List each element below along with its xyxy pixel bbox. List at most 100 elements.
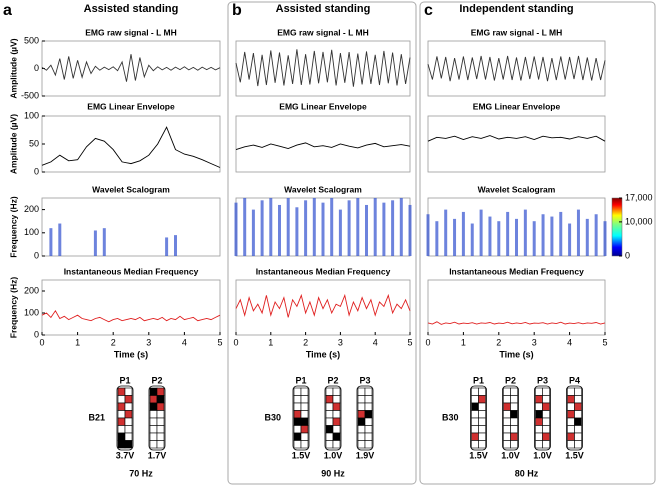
electrode — [357, 410, 366, 419]
y-axis-label: Frequency (Hz) — [8, 196, 18, 258]
electrode — [124, 410, 133, 419]
y-tick-label: 100 — [24, 227, 39, 237]
panel-letter: b — [232, 2, 242, 19]
electrode — [293, 410, 302, 419]
program-name: P3 — [537, 375, 548, 385]
electrode — [357, 425, 366, 434]
paddle-outline — [116, 385, 134, 451]
electrode — [124, 432, 133, 441]
electrode — [124, 402, 133, 411]
electrode — [510, 417, 518, 426]
y-tick-label: 100 — [24, 110, 39, 120]
series-line — [427, 135, 606, 142]
paddle-label: B30 — [264, 412, 281, 422]
panel-frame — [419, 1, 656, 485]
electrode — [357, 387, 366, 396]
electrode — [567, 432, 575, 441]
electrode — [542, 432, 550, 441]
electrode — [364, 387, 373, 396]
electrode — [503, 387, 511, 396]
electrode — [567, 402, 575, 411]
electrode — [510, 395, 518, 404]
electrode — [149, 402, 158, 411]
electrode — [567, 417, 575, 426]
electrode — [510, 402, 518, 411]
electrode — [293, 402, 302, 411]
program-name: P2 — [151, 375, 162, 385]
program-name: P2 — [505, 375, 516, 385]
electrode — [117, 425, 126, 434]
electrode — [149, 410, 158, 419]
electrode — [535, 432, 543, 441]
panel-frame — [227, 1, 417, 485]
electrode — [503, 395, 511, 404]
electrode — [156, 440, 165, 449]
y-tick-label: 100 — [24, 307, 39, 317]
electrode — [535, 395, 543, 404]
electrode — [542, 387, 550, 396]
electrode — [471, 395, 479, 404]
series-line — [235, 142, 411, 151]
electrode — [567, 395, 575, 404]
electrode — [156, 395, 165, 404]
program-name: P1 — [473, 375, 484, 385]
program-voltage: 1.5V — [292, 450, 311, 460]
paddle-outline — [148, 385, 166, 451]
electrode — [364, 402, 373, 411]
chart-title: EMG Linear Envelope — [279, 101, 367, 111]
axes-frame — [235, 40, 411, 97]
panel-letter: a — [3, 2, 12, 19]
electrode — [156, 402, 165, 411]
chart-title: EMG Linear Envelope — [87, 101, 175, 111]
x-axis-label: Time (s) — [306, 349, 340, 359]
x-tick-label: 2 — [111, 337, 116, 347]
electrode — [332, 402, 341, 411]
electrode — [325, 417, 334, 426]
electrode — [535, 440, 543, 449]
electrode — [542, 417, 550, 426]
electrode — [117, 440, 126, 449]
electrode — [503, 425, 511, 434]
electrode — [574, 417, 582, 426]
series-line — [427, 55, 606, 82]
x-tick-label: 5 — [217, 337, 222, 347]
electrode — [300, 402, 309, 411]
electrode — [149, 425, 158, 434]
stim-frequency: 90 Hz — [321, 468, 345, 478]
x-tick-label: 5 — [602, 337, 607, 347]
axes-frame — [427, 40, 606, 97]
electrode — [535, 402, 543, 411]
y-tick-label: 0 — [34, 250, 39, 260]
electrode — [300, 425, 309, 434]
electrode — [357, 432, 366, 441]
colorbar-tick-label: 0 — [625, 250, 630, 260]
panel-letter: c — [424, 2, 433, 19]
electrode — [156, 417, 165, 426]
paddle-outline — [502, 385, 519, 451]
electrode — [510, 425, 518, 434]
electrode — [478, 387, 486, 396]
panel-title: Assisted standing — [84, 3, 179, 15]
x-tick-label: 2 — [496, 337, 501, 347]
y-tick-label: 500 — [24, 35, 39, 45]
electrode — [300, 417, 309, 426]
axes-frame — [235, 115, 411, 173]
program-name: P4 — [569, 375, 580, 385]
axes-frame — [427, 115, 606, 173]
electrode — [574, 387, 582, 396]
series-line — [41, 54, 221, 82]
program-voltage: 1.0V — [533, 450, 552, 460]
electrode — [332, 440, 341, 449]
chart-title: Wavelet Scalogram — [92, 184, 170, 194]
electrode — [357, 402, 366, 411]
series-line — [41, 309, 221, 323]
paddle-outline — [292, 385, 310, 451]
electrode — [471, 387, 479, 396]
axes-frame — [41, 197, 221, 257]
x-tick-label: 1 — [461, 337, 466, 347]
paddle-outline — [566, 385, 583, 451]
x-tick-label: 2 — [303, 337, 308, 347]
electrode — [471, 425, 479, 434]
electrode — [364, 395, 373, 404]
